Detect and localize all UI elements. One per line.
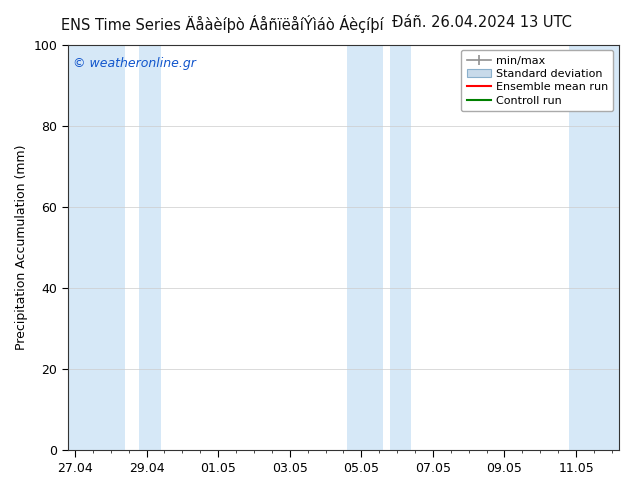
Text: © weatheronline.gr: © weatheronline.gr xyxy=(74,57,197,70)
Bar xyxy=(139,45,161,450)
Bar xyxy=(390,45,411,450)
Y-axis label: Precipitation Accumulation (mm): Precipitation Accumulation (mm) xyxy=(15,145,28,350)
Bar xyxy=(569,45,619,450)
Text: ENS Time Series Äåàèíþò ÁåñïëåíÝìáò Áèçíþí: ENS Time Series Äåàèíþò ÁåñïëåíÝìáò Áèçí… xyxy=(61,15,383,33)
Bar xyxy=(347,45,383,450)
Legend: min/max, Standard deviation, Ensemble mean run, Controll run: min/max, Standard deviation, Ensemble me… xyxy=(461,50,614,111)
Text: Đáñ. 26.04.2024 13 UTC: Đáñ. 26.04.2024 13 UTC xyxy=(392,15,572,30)
Bar xyxy=(68,45,125,450)
